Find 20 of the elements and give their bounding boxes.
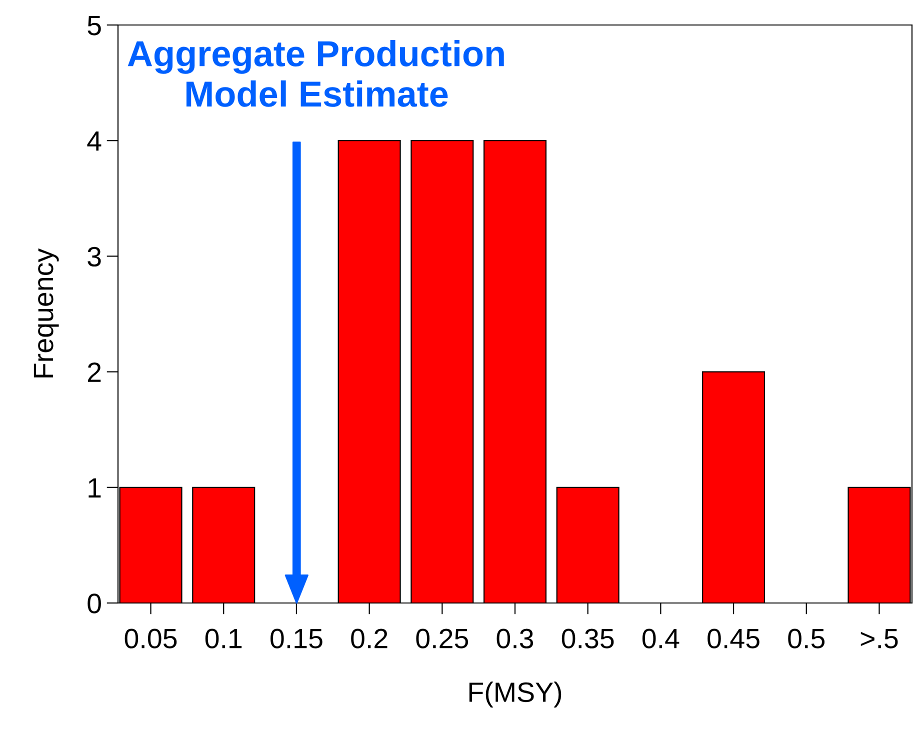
x-tick-label: 0.1 bbox=[205, 628, 242, 648]
x-tick-label: 0.3 bbox=[496, 628, 534, 648]
x-tick-label: 0.5 bbox=[788, 628, 825, 648]
y-tick-label: 0 bbox=[88, 594, 101, 614]
y-tick-label: 4 bbox=[87, 132, 102, 151]
x-tick-label: 0.05 bbox=[124, 628, 177, 648]
x-tick-label: 0.2 bbox=[351, 628, 388, 648]
x-tick-label: 0.15 bbox=[270, 628, 322, 648]
y-axis-title: Frequency bbox=[34, 248, 59, 378]
x-tick-label: 0.25 bbox=[416, 628, 468, 648]
x-axis-title: F(MSY) bbox=[469, 682, 562, 708]
x-tick-label: >.5 bbox=[860, 629, 898, 648]
x-tick-label: 0.45 bbox=[708, 628, 760, 648]
annotation: Aggregate Production Model Estimate bbox=[128, 40, 504, 107]
x-tick-label: 0.35 bbox=[562, 628, 614, 648]
y-tick-label: 3 bbox=[88, 246, 101, 267]
y-tick-label: 1 bbox=[88, 478, 101, 498]
y-tick-label: 2 bbox=[88, 362, 101, 382]
x-tick-label: 0.4 bbox=[642, 628, 680, 648]
y-tick-label: 5 bbox=[88, 16, 101, 36]
